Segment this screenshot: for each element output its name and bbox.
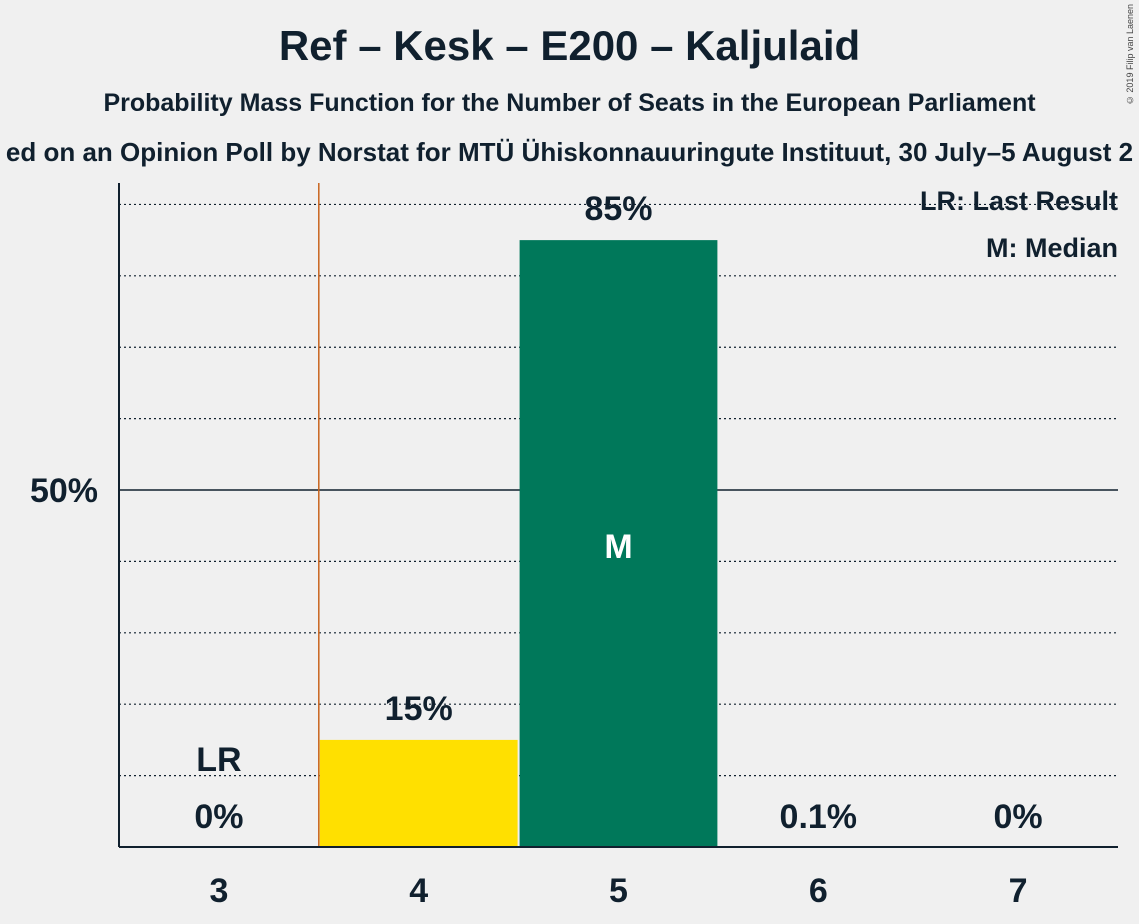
value-label: 0.1% (780, 798, 858, 836)
value-label: 85% (584, 190, 652, 228)
value-label: 15% (385, 690, 453, 728)
xtick-label: 5 (609, 872, 628, 910)
value-label: 0% (994, 798, 1043, 836)
value-label: 0% (194, 798, 243, 836)
bar-4 (319, 739, 518, 847)
last-result-marker: LR (196, 741, 241, 779)
legend-last-result: LR: Last Result (920, 186, 1118, 216)
chart-title: Ref – Kesk – E200 – Kaljulaid (278, 22, 861, 69)
ytick-label: 50% (30, 472, 98, 510)
chart-source: ed on an Opinion Poll by Norstat for MTÜ… (5, 137, 1134, 167)
median-marker: M (604, 528, 632, 566)
xtick-label: 6 (809, 872, 828, 910)
xtick-label: 7 (1009, 872, 1028, 910)
chart-subtitle: Probability Mass Function for the Number… (103, 89, 1036, 117)
legend-median: M: Median (986, 233, 1118, 263)
xtick-label: 4 (409, 872, 428, 910)
bar-5 (519, 240, 718, 847)
xtick-label: 3 (209, 872, 228, 910)
